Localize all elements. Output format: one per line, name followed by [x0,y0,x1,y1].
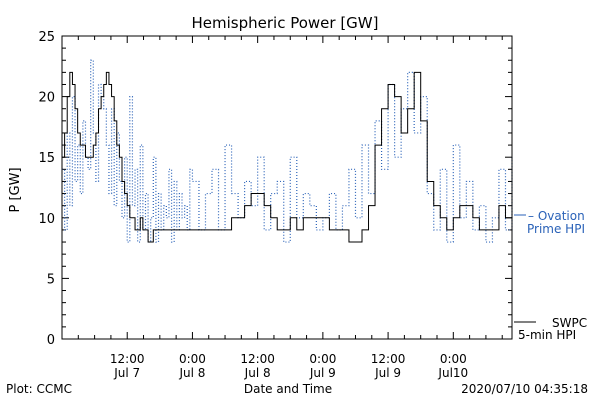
x-tick-label-time: 12:00 [371,352,406,366]
legend-solid-line1: SWPC [552,316,587,330]
chart-title: Hemispheric Power [GW] [192,14,379,32]
x-tick-label-date: Jul10 [437,366,468,380]
legend-solid-line2: 5-min HPI [518,328,576,342]
footer-credit: Plot: CCMC [6,382,72,396]
x-tick-label-time: 0:00 [309,352,336,366]
x-tick-label-time: 0:00 [179,352,206,366]
x-tick-label-date: Jul 7 [113,366,140,380]
y-axis-label: P [GW] [8,167,23,212]
y-axis-ticks: 0 5 10 15 20 25 [38,30,512,348]
y-tick-label: 10 [38,212,55,227]
legend-dotted-line1: – Ovation [528,209,585,223]
legend-dotted-line2: Prime HPI [527,222,585,236]
plot-frame [61,35,513,340]
y-tick-label: 5 [47,272,55,287]
y-tick-label: 15 [38,151,55,166]
series-layer [62,59,513,243]
y-tick-label: 0 [47,333,55,348]
x-tick-label-date: Jul 8 [178,366,205,380]
x-tick-label-time: 0:00 [440,352,467,366]
y-tick-label: 25 [38,30,55,45]
y-tick-label: 20 [38,91,55,106]
series-ovation-prime-line [62,59,513,243]
x-tick-label-date: Jul 9 [309,366,336,380]
x-axis-label: Date and Time [244,382,332,396]
x-tick-label-time: 12:00 [240,352,275,366]
footer-timestamp: 2020/07/10 04:35:18 [461,382,588,396]
x-tick-label-date: Jul 8 [244,366,271,380]
x-tick-label-date: Jul 9 [374,366,401,380]
series-swpc-line [62,71,512,243]
x-tick-label-time: 12:00 [110,352,145,366]
